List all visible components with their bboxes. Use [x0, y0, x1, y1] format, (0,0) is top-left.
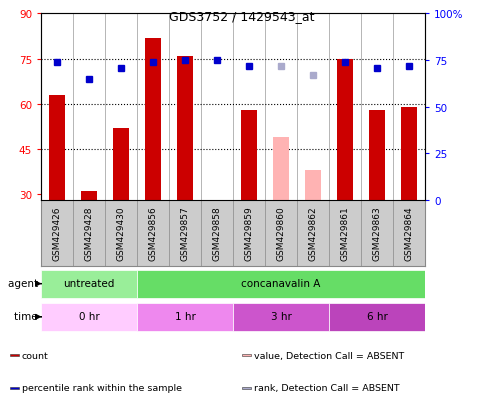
Bar — [145, 38, 161, 200]
Bar — [41, 270, 137, 298]
Bar — [329, 303, 425, 331]
Bar — [273, 138, 289, 200]
Bar — [401, 107, 417, 200]
Text: GSM429857: GSM429857 — [181, 206, 189, 260]
Bar — [81, 191, 97, 200]
Text: GSM429859: GSM429859 — [244, 206, 254, 260]
Text: GSM429858: GSM429858 — [213, 206, 222, 260]
Bar — [242, 354, 251, 356]
Text: GSM429426: GSM429426 — [53, 206, 61, 260]
Bar — [242, 387, 251, 389]
Text: agent: agent — [8, 278, 41, 288]
Text: 3 hr: 3 hr — [270, 311, 291, 321]
Text: GSM429861: GSM429861 — [341, 206, 350, 260]
Bar — [49, 95, 65, 200]
Text: time: time — [14, 311, 41, 321]
Text: 0 hr: 0 hr — [79, 311, 99, 321]
Text: value, Detection Call = ABSENT: value, Detection Call = ABSENT — [254, 351, 404, 360]
Text: GSM429862: GSM429862 — [309, 206, 317, 260]
Bar — [241, 110, 257, 200]
Text: count: count — [22, 351, 48, 360]
Bar — [41, 303, 137, 331]
Bar — [137, 270, 425, 298]
Bar — [305, 170, 321, 200]
Text: GSM429860: GSM429860 — [277, 206, 285, 260]
Text: untreated: untreated — [63, 278, 115, 288]
Bar — [137, 303, 233, 331]
Bar — [337, 59, 353, 200]
Bar — [177, 57, 193, 200]
Text: 6 hr: 6 hr — [367, 311, 387, 321]
Text: GDS3752 / 1429543_at: GDS3752 / 1429543_at — [169, 10, 314, 23]
Text: 1 hr: 1 hr — [175, 311, 196, 321]
Text: rank, Detection Call = ABSENT: rank, Detection Call = ABSENT — [254, 384, 399, 392]
Text: percentile rank within the sample: percentile rank within the sample — [22, 384, 182, 392]
Text: GSM429864: GSM429864 — [405, 206, 413, 260]
Text: concanavalin A: concanavalin A — [242, 278, 321, 288]
Bar — [10, 354, 19, 356]
Bar — [10, 387, 19, 389]
Bar — [113, 128, 129, 200]
Text: GSM429428: GSM429428 — [85, 206, 94, 260]
Bar — [369, 110, 385, 200]
Text: GSM429863: GSM429863 — [372, 206, 382, 260]
Bar — [233, 303, 329, 331]
Text: GSM429430: GSM429430 — [116, 206, 126, 260]
Text: GSM429856: GSM429856 — [149, 206, 157, 260]
